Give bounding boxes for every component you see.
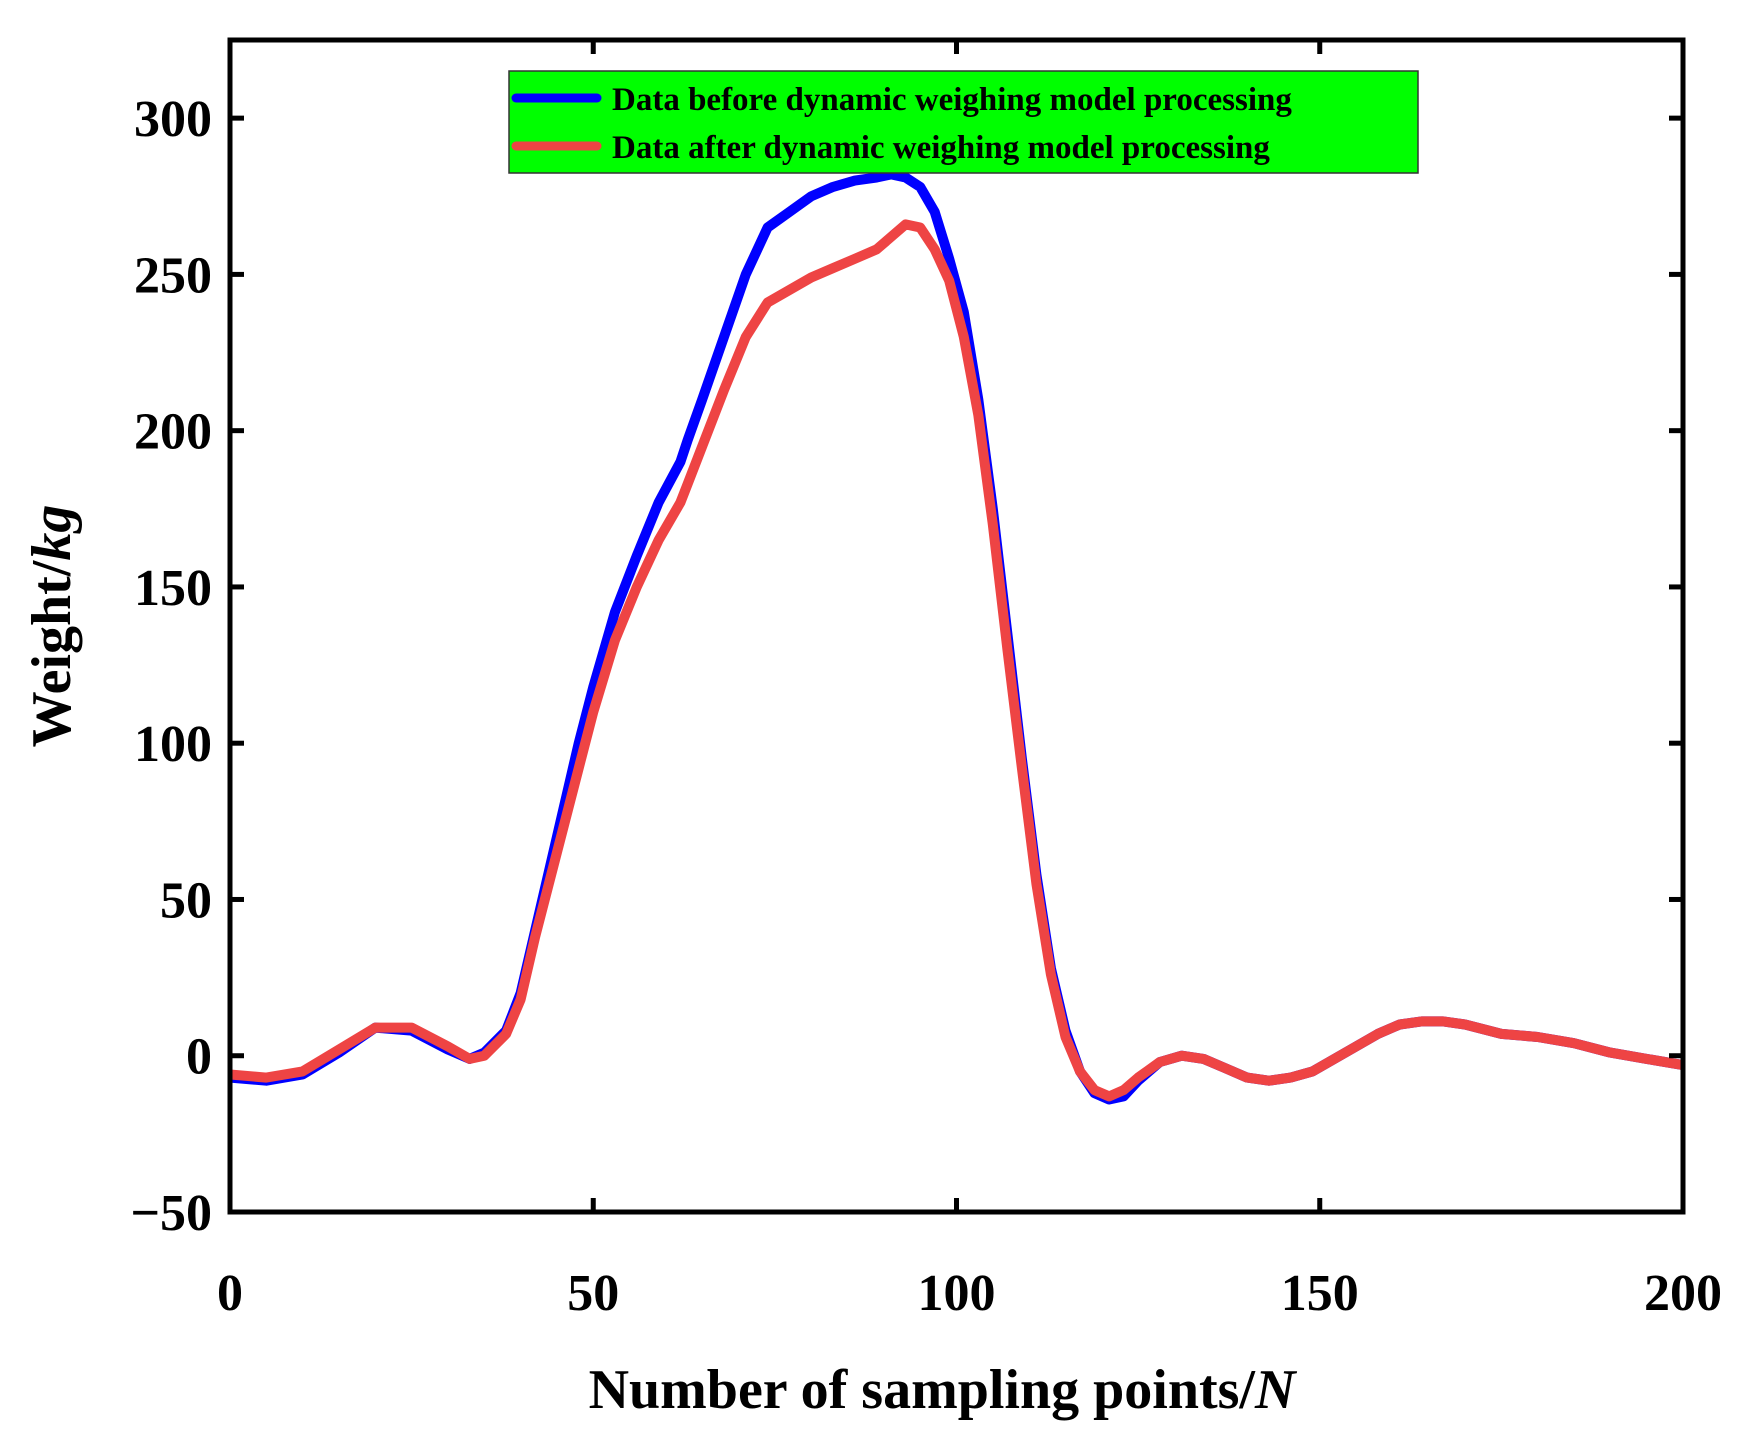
y-tick-label: 250 [134,247,212,304]
y-axis-title-text: Weight/ [21,559,83,747]
ticks-layer [227,40,1686,1215]
x-axis-title: Number of sampling points/N [589,1359,1298,1421]
legend-box [508,70,1419,174]
legend: Data before dynamic weighing model proce… [508,70,1419,174]
y-tick-label: 150 [134,560,212,617]
x-tick-label: 150 [1281,1265,1359,1322]
x-tick-label: 50 [567,1265,619,1322]
series-line-after [230,219,1683,1102]
y-tick-labels: −50 0 50 100 150 200 250 300 [130,91,212,1242]
y-tick-label: −50 [130,1185,212,1242]
y-tick-label: 100 [134,716,212,773]
y-tick-label: 0 [186,1029,212,1086]
x-tick-label: 0 [217,1265,243,1322]
y-tick-label: 50 [160,872,212,929]
x-tick-label: 100 [918,1265,996,1322]
x-tick-label: 200 [1644,1265,1722,1322]
x-axis-title-unit: N [1254,1359,1298,1421]
legend-label-after: Data after dynamic weighing model proces… [612,130,1270,166]
y-axis-title-unit: kg [21,505,83,561]
y-axis-title: Weight/kg [21,505,83,748]
x-tick-labels: 0 50 100 150 200 [217,1265,1722,1322]
y-tick-label: 300 [134,91,212,148]
y-tick-label: 200 [134,404,212,461]
plot-frame [227,37,1686,1215]
legend-label-before: Data before dynamic weighing model proce… [612,82,1292,118]
x-axis-title-text: Number of sampling points/ [589,1359,1257,1421]
series-layer [230,169,1683,1105]
